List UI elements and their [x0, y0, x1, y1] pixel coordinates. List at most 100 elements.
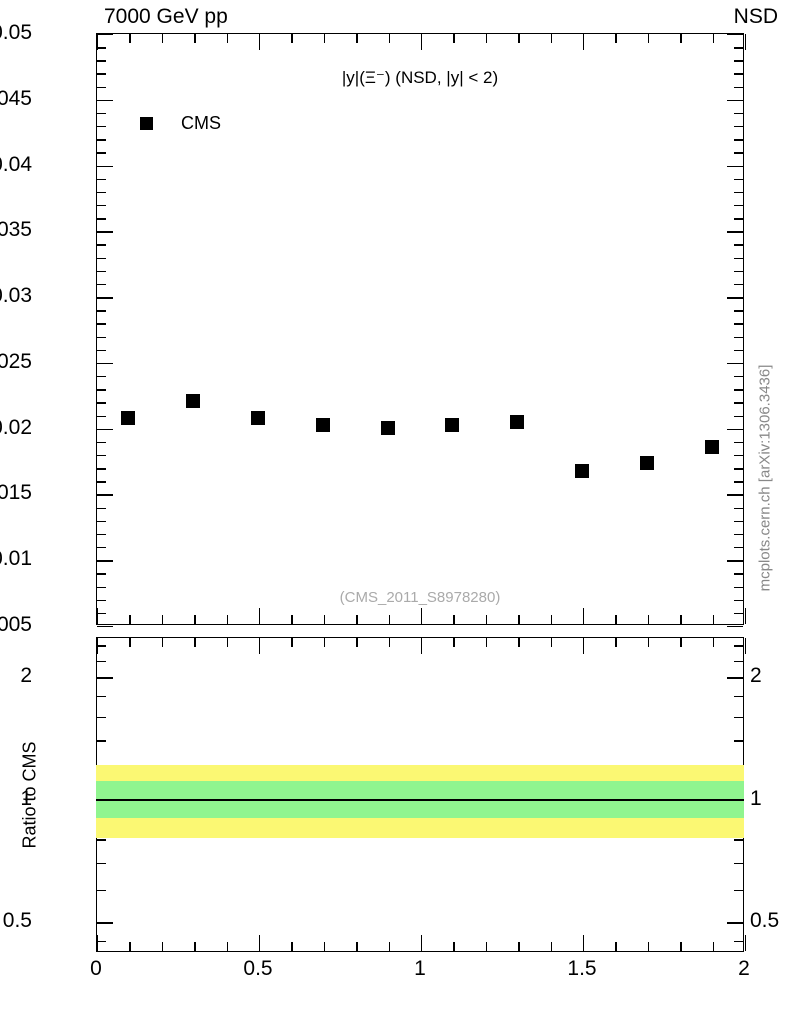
y-tick-minor	[97, 586, 106, 588]
y-tick-major	[97, 560, 113, 562]
y-tick-minor	[734, 205, 743, 207]
y-tick-major	[97, 626, 113, 628]
y-tick-major	[727, 428, 743, 431]
data-point	[380, 420, 395, 435]
y-tick-minor	[97, 415, 106, 417]
y-tick-major	[97, 34, 113, 36]
y-tick-major	[727, 626, 743, 628]
y-tick-major	[97, 494, 113, 496]
data-point	[315, 418, 330, 433]
ratio-x-tick-minor	[323, 638, 326, 647]
y-tick-minor	[97, 283, 106, 286]
x-tick-major	[97, 34, 99, 50]
analysis-id-watermark: (CMS_2011_S8978280)	[339, 589, 501, 606]
y-tick-label: 0.05	[0, 21, 32, 44]
y-tick-minor	[97, 205, 106, 207]
y-tick-label: 0.01	[0, 547, 32, 571]
x-tick-minor	[647, 34, 650, 43]
y-tick-minor	[734, 139, 743, 141]
y-tick-label: 0.02	[0, 415, 32, 439]
ratio-y-tick-minor	[734, 716, 743, 719]
y-tick-minor	[97, 573, 106, 575]
data-point	[445, 418, 460, 433]
data-point	[251, 411, 265, 426]
x-tick-minor	[129, 615, 131, 624]
ratio-x-tick-major	[421, 638, 423, 654]
ratio-x-tick-major	[97, 935, 99, 951]
x-tick-minor	[161, 34, 164, 43]
y-tick-minor	[734, 376, 743, 378]
ratio-y-tick-minor	[97, 716, 106, 719]
x-tick-label: 0	[90, 957, 102, 980]
x-tick-major	[259, 608, 261, 624]
x-tick-minor	[226, 615, 228, 624]
x-tick-major	[259, 34, 261, 50]
ratio-x-tick-minor	[129, 942, 131, 951]
ratio-x-tick-minor	[291, 638, 293, 647]
ratio-x-tick-minor	[453, 942, 455, 951]
ratio-x-tick-minor	[550, 942, 552, 951]
x-tick-minor	[323, 34, 326, 43]
ratio-x-tick-minor	[550, 638, 552, 647]
ratio-x-tick-minor	[226, 638, 228, 647]
header-beam-label: 7000 GeV pp	[104, 5, 228, 28]
y-tick-minor	[97, 126, 106, 128]
x-tick-minor	[647, 615, 650, 624]
x-tick-minor	[226, 34, 228, 43]
ratio-x-tick-minor	[647, 638, 650, 647]
ratio-x-tick-major	[745, 638, 747, 654]
x-tick-minor	[388, 34, 390, 43]
ratio-y-tick-minor	[734, 890, 743, 892]
y-tick-minor	[97, 218, 106, 220]
y-tick-minor	[734, 73, 743, 75]
ratio-y-tick-major	[97, 922, 113, 924]
ratio-x-tick-minor	[647, 942, 650, 951]
ratio-x-tick-minor	[680, 942, 682, 951]
y-tick-minor	[97, 112, 106, 115]
y-tick-major	[97, 231, 113, 233]
ratio-x-tick-minor	[356, 942, 358, 951]
ratio-y-tick-major	[727, 922, 743, 924]
y-tick-minor	[734, 178, 743, 181]
ratio-y-tick-minor	[97, 862, 106, 865]
y-tick-minor	[734, 270, 743, 273]
y-tick-major	[727, 297, 743, 299]
data-point	[510, 415, 525, 430]
y-tick-major	[727, 165, 743, 167]
x-tick-minor	[129, 34, 131, 43]
data-point	[575, 464, 589, 479]
data-point	[121, 411, 136, 426]
ratio-x-tick-minor	[323, 942, 326, 951]
y-tick-major	[727, 231, 743, 233]
y-tick-minor	[734, 152, 743, 154]
y-tick-minor	[97, 612, 106, 615]
ratio-x-tick-minor	[615, 942, 617, 951]
ratio-x-tick-minor	[388, 638, 390, 647]
y-tick-minor	[734, 336, 743, 338]
y-tick-minor	[97, 520, 106, 523]
ratio-x-tick-minor	[388, 942, 390, 951]
ratio-x-tick-minor	[129, 638, 131, 647]
y-tick-minor	[97, 533, 106, 536]
x-tick-minor	[550, 615, 552, 624]
y-tick-major	[97, 99, 113, 102]
ratio-x-tick-major	[583, 638, 585, 654]
y-tick-minor	[734, 47, 743, 49]
legend: CMS	[140, 113, 221, 134]
y-tick-major	[97, 362, 113, 365]
x-tick-minor	[680, 34, 682, 43]
y-tick-label: 0.045	[0, 86, 32, 110]
y-tick-minor	[97, 376, 106, 378]
y-tick-minor	[97, 336, 106, 338]
ratio-y-tick-major	[727, 677, 743, 679]
y-tick-minor	[97, 547, 106, 549]
ratio-y-tick-minor	[97, 740, 106, 742]
x-tick-label: 2	[738, 957, 750, 980]
y-tick-minor	[97, 441, 106, 444]
ratio-x-tick-minor	[712, 942, 714, 951]
y-tick-label: 0.005	[0, 613, 32, 636]
x-tick-minor	[485, 615, 488, 624]
x-tick-major	[583, 608, 585, 624]
y-tick-minor	[97, 178, 106, 181]
y-tick-label: 0.035	[0, 218, 32, 242]
